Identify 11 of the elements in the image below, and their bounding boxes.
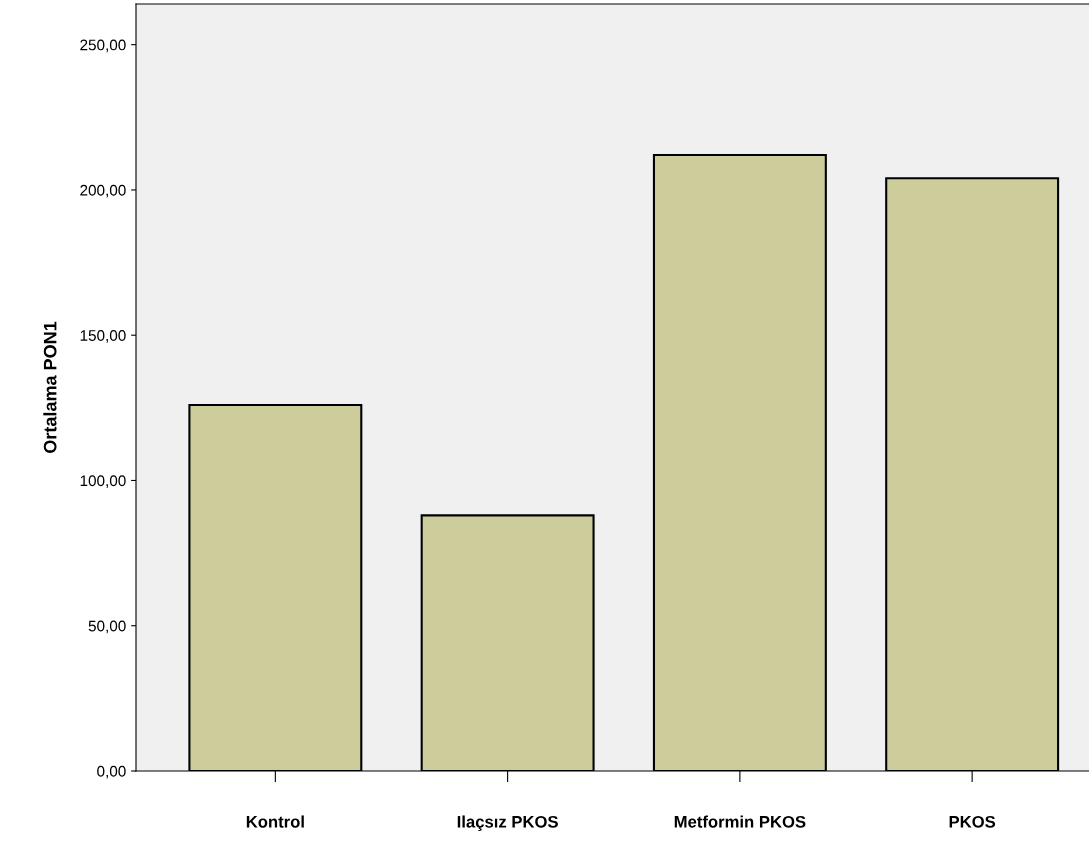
x-tick-label: Kontrol (246, 815, 304, 828)
y-tick-label: 50,00 (88, 620, 126, 634)
y-tick-label: 0,00 (97, 765, 126, 779)
x-tick-label: Metformin PKOS (674, 815, 806, 828)
x-tick-label: PKOS (949, 815, 996, 828)
y-tick-label: 250,00 (80, 39, 126, 53)
y-tick-label: 150,00 (80, 330, 126, 343)
x-tick-label: Ilaçsız PKOS (457, 815, 558, 831)
y-tick-label: 200,00 (80, 184, 126, 198)
y-tick-label: 100,00 (80, 475, 126, 488)
y-axis-title: Ortalama PON1 (43, 321, 57, 453)
